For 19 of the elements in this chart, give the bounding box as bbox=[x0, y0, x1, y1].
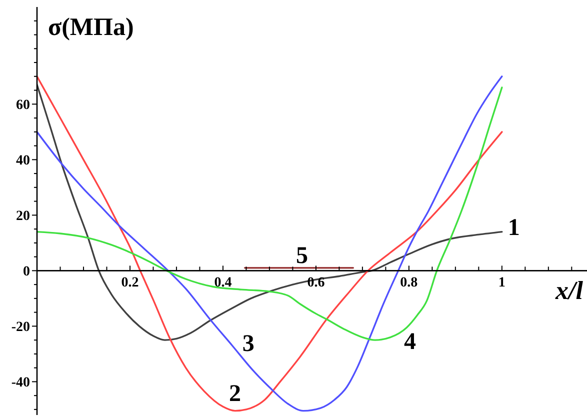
x-tick-label: 0.8 bbox=[400, 276, 418, 291]
series-label: 4 bbox=[404, 329, 416, 356]
y-tick-label: -20 bbox=[11, 320, 30, 336]
y-tick-label: -40 bbox=[11, 376, 30, 391]
series-label: 2 bbox=[229, 380, 242, 407]
series-label: 1 bbox=[508, 214, 520, 241]
y-tick-label: 20 bbox=[16, 209, 30, 224]
y-tick-label: 0 bbox=[23, 264, 30, 280]
x-tick-label: 0.2 bbox=[121, 276, 139, 291]
x-tick-label: 1 bbox=[498, 276, 506, 291]
line-series bbox=[37, 76, 503, 412]
y-axis-title: σ(МПа) bbox=[48, 13, 134, 43]
x-tick-label: 0.6 bbox=[307, 276, 325, 291]
y-tick-label: 60 bbox=[16, 98, 30, 114]
x-axis-title: x/l bbox=[556, 276, 583, 305]
series-label: 3 bbox=[242, 330, 254, 357]
y-tick-label: 40 bbox=[16, 154, 30, 169]
series-label: 5 bbox=[296, 242, 308, 269]
x-tick-label: 0.4 bbox=[214, 276, 232, 291]
